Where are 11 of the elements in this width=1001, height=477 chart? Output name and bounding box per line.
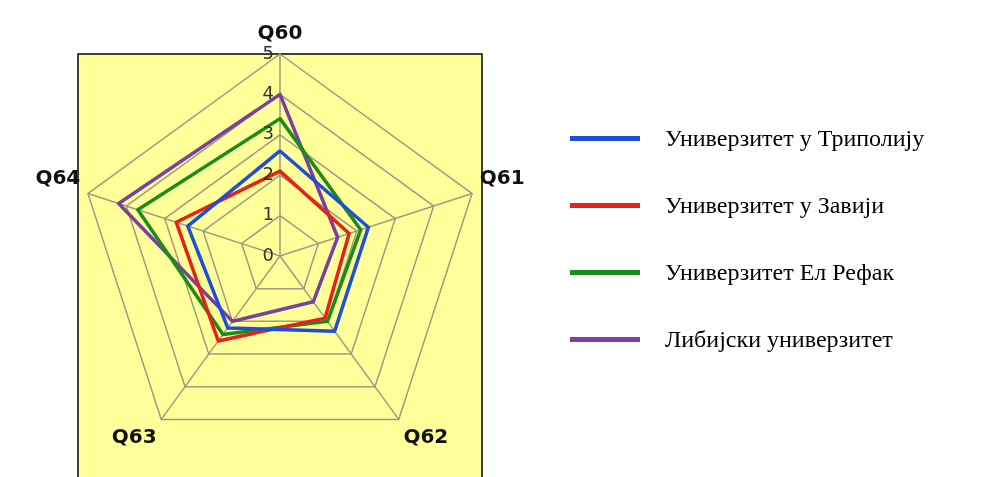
spoke-label: Q62	[403, 424, 449, 449]
y-tick-label: 1	[262, 203, 274, 225]
spoke-label: Q63	[111, 424, 157, 449]
legend-label: Либијски универзитет	[665, 325, 893, 353]
y-tick-label: 3	[262, 122, 274, 144]
y-tick-label: 0	[262, 243, 274, 265]
legend-label: Универзитет у Триполију	[665, 124, 925, 152]
legend-label: Универзитет Ел Рефак	[665, 258, 895, 286]
legend-label: Универзитет у Завији	[665, 191, 885, 219]
spoke-label: Q60	[257, 20, 303, 45]
y-tick-label: 4	[262, 82, 274, 104]
